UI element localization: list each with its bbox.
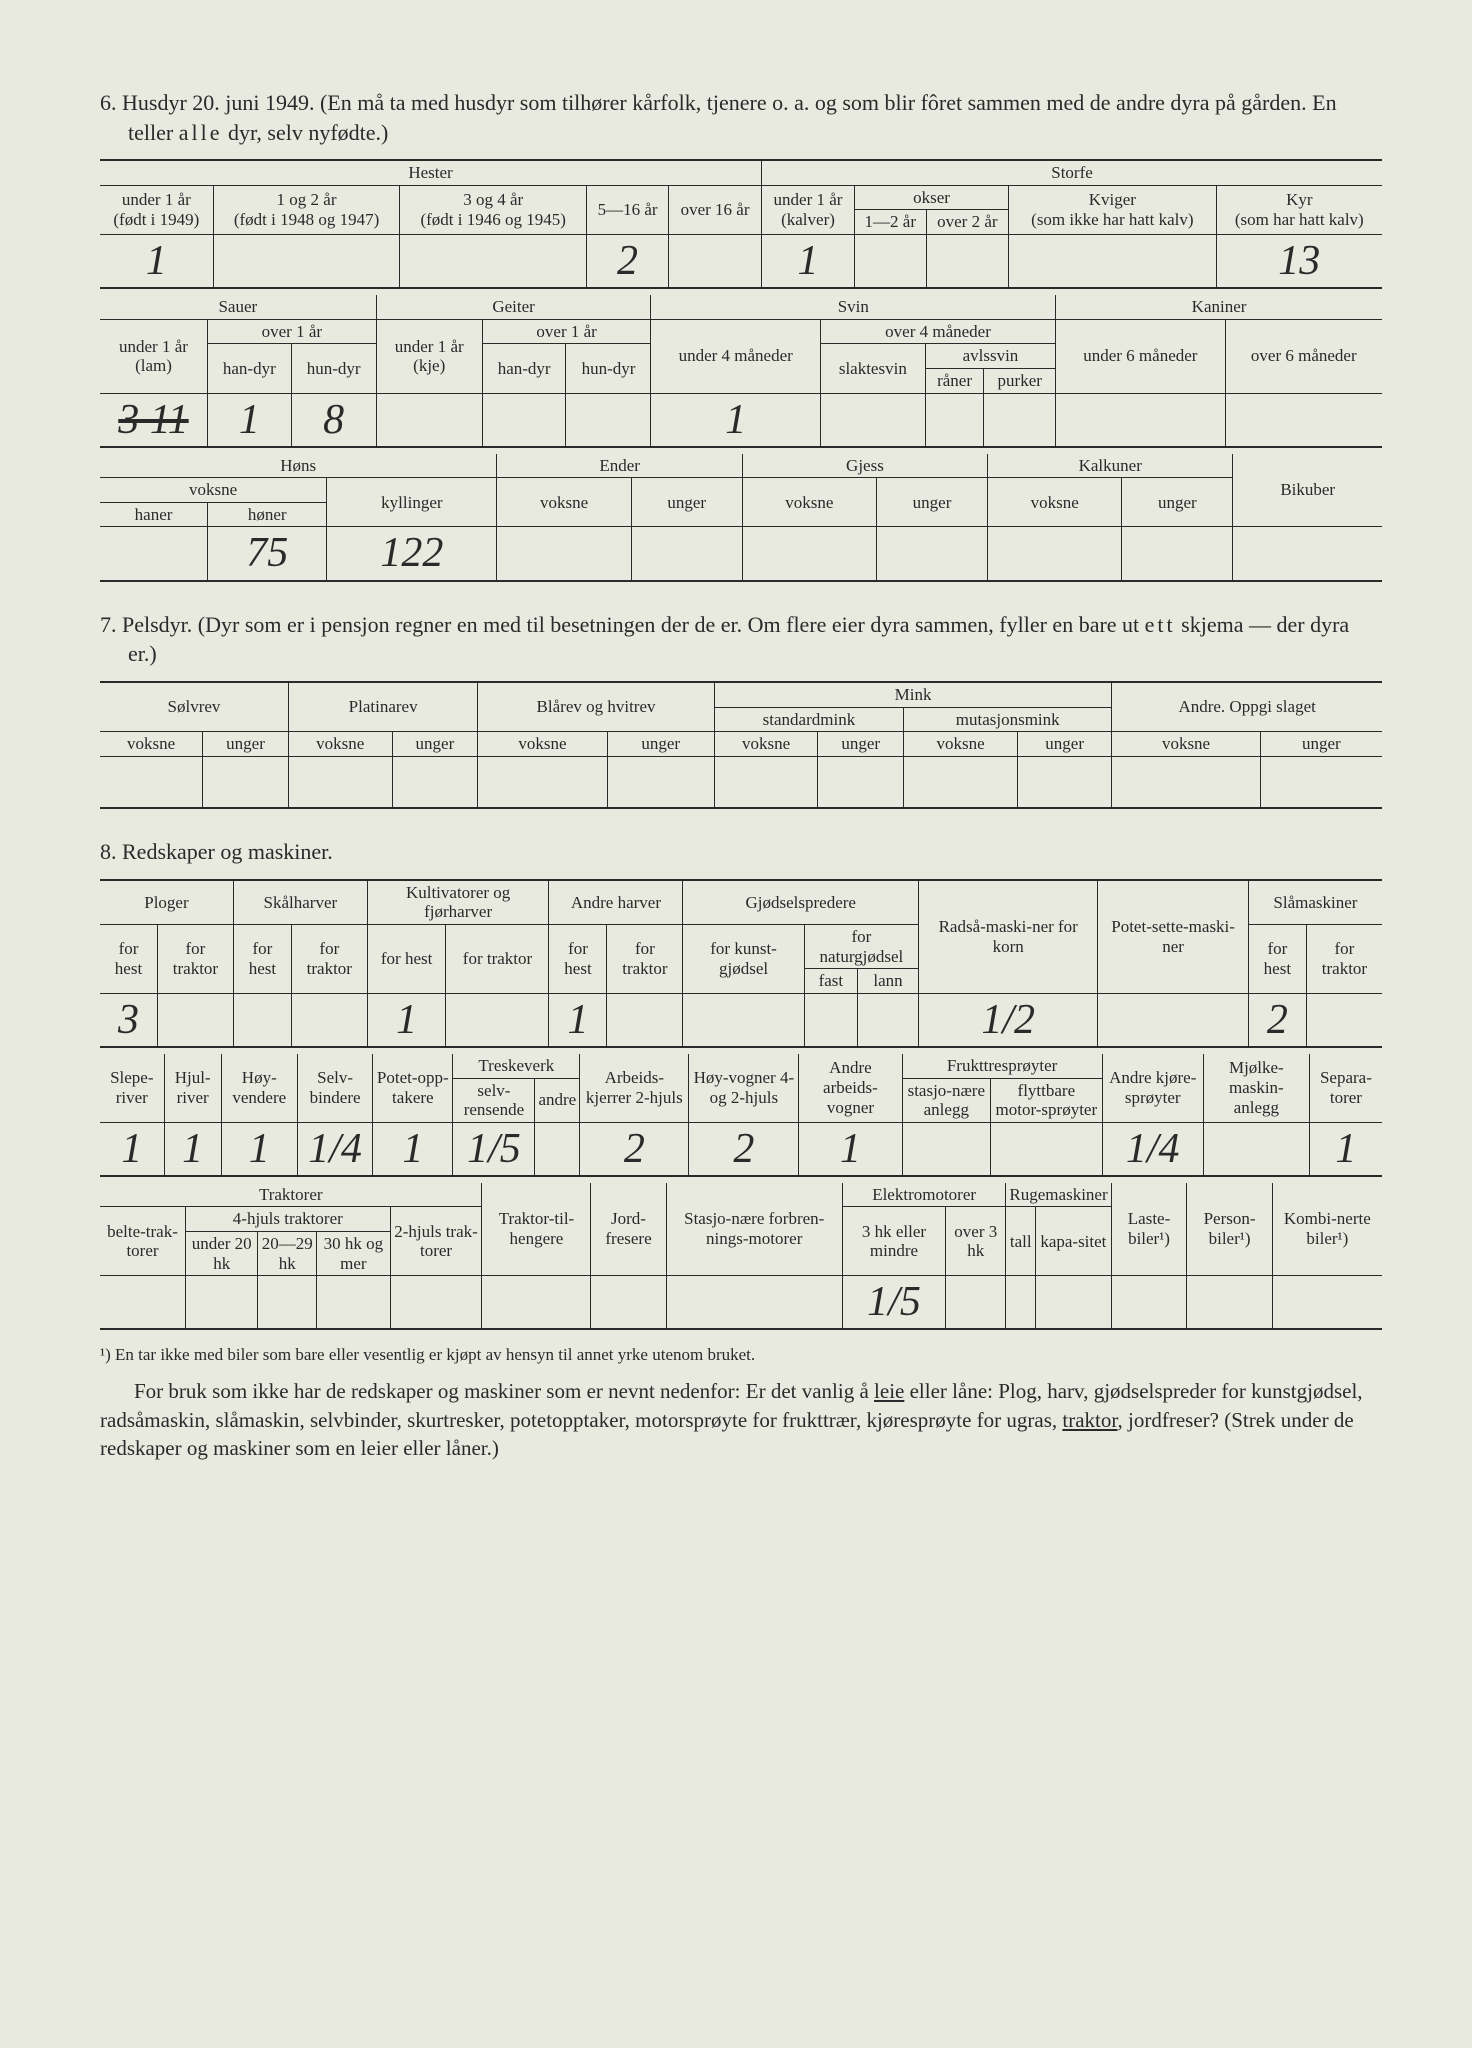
section7-title: 7. Pelsdyr. (Dyr som er i pensjon regner… <box>100 610 1382 669</box>
table-hester-storfe: Hester Storfe under 1 år(født i 1949) 1 … <box>100 159 1382 289</box>
table-hons: Høns Ender Gjess Kalkuner Bikuber voksne… <box>100 454 1382 582</box>
footnote: ¹) En tar ikke med biler som bare eller … <box>100 1344 1382 1367</box>
section8-title: 8. Redskaper og maskiner. <box>100 837 1382 867</box>
hester-u1: 1 <box>100 235 213 289</box>
section6-title: 6. Husdyr 20. juni 1949. (En må ta med h… <box>100 88 1382 147</box>
table-redskaper-1: Ploger Skålharver Kultivatorer og fjørha… <box>100 879 1382 1048</box>
bottom-paragraph: For bruk som ikke har de redskaper og ma… <box>100 1377 1382 1462</box>
table-sauer-geiter: Sauer Geiter Svin Kaniner under 1 år(lam… <box>100 295 1382 447</box>
table-redskaper-2: Slepe-river Hjul-river Høy-vendere Selv-… <box>100 1054 1382 1177</box>
hester-header: Hester <box>100 160 762 185</box>
sauer-u1: 3 11 <box>100 393 207 447</box>
table-pelsdyr: Sølvrev Platinarev Blårev og hvitrev Min… <box>100 681 1382 809</box>
table-redskaper-3: Traktorer Traktor-til-hengere Jord-frese… <box>100 1183 1382 1330</box>
storfe-header: Storfe <box>762 160 1382 185</box>
